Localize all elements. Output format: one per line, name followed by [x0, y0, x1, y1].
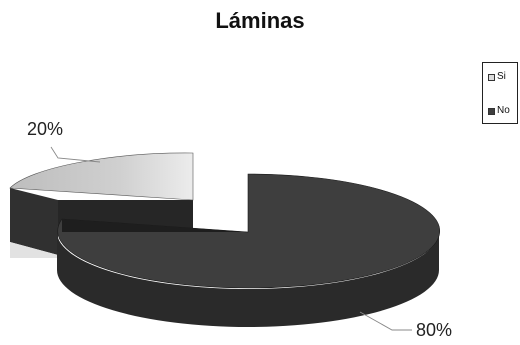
chart-title: Láminas [215, 8, 305, 33]
slice-no-top [57, 173, 441, 289]
legend-item-no: No [488, 105, 510, 117]
slice-si-side-outer [10, 188, 58, 255]
legend-swatch-si [488, 73, 495, 81]
legend-swatch-no [488, 107, 495, 115]
data-label-no: 80% [416, 320, 452, 340]
slice-si-bottom-strip [10, 242, 58, 258]
leader-line-si [50, 146, 101, 163]
slice-no-side [57, 232, 439, 327]
legend-label-no: No [497, 105, 510, 116]
data-label-si: 20% [27, 119, 63, 139]
legend-label-si: Si [497, 71, 506, 82]
chart-legend: Si No [482, 62, 518, 124]
slice-si-top [9, 152, 194, 201]
legend-item-si: Si [488, 71, 506, 83]
slice-no-cut-face [62, 219, 248, 232]
leader-line-no [359, 311, 412, 331]
